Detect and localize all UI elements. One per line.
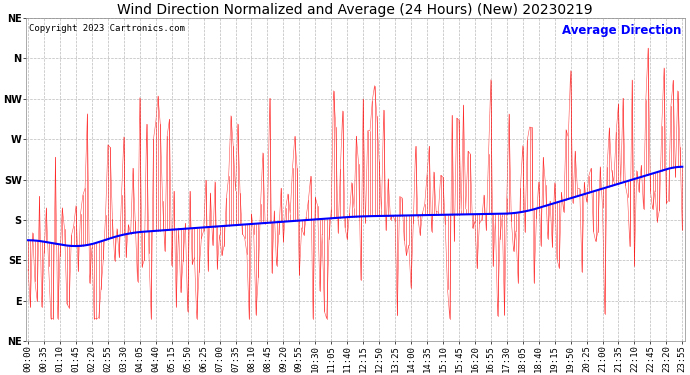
Text: Copyright 2023 Cartronics.com: Copyright 2023 Cartronics.com [29, 24, 185, 33]
Text: Average Direction: Average Direction [562, 24, 681, 38]
Title: Wind Direction Normalized and Average (24 Hours) (New) 20230219: Wind Direction Normalized and Average (2… [117, 3, 593, 17]
